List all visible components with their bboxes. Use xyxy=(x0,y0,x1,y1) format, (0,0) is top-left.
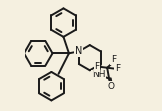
Text: NH: NH xyxy=(92,70,105,79)
Text: F: F xyxy=(94,62,99,71)
Text: F: F xyxy=(115,64,120,73)
Text: N: N xyxy=(75,46,83,56)
Text: F: F xyxy=(111,56,116,64)
Text: O: O xyxy=(108,82,115,91)
